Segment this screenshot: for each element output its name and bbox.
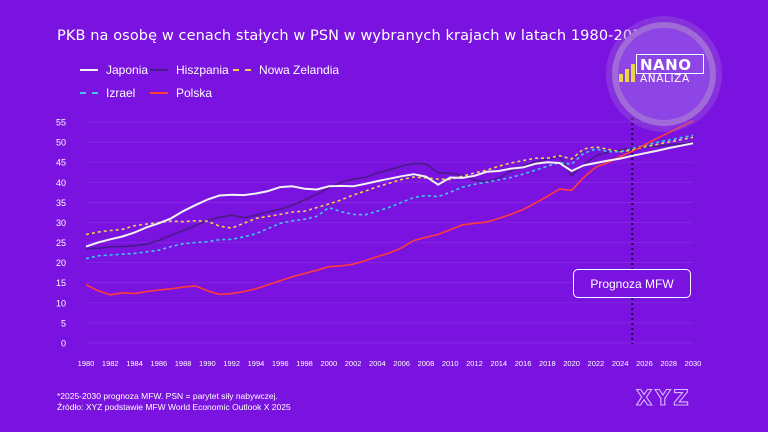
footnote-source: Źródło: XYZ podstawie MFW World Economic… (57, 402, 291, 412)
legend-polska: Polska (150, 86, 212, 100)
x-tick-label: 2018 (539, 359, 556, 368)
legend-label-polska: Polska (176, 86, 213, 100)
legend-swatch-nowa-zelandia (233, 69, 251, 71)
series-line-izrael (85, 134, 694, 260)
y-tick-label: 15 (56, 278, 66, 288)
x-tick-label: 2030 (685, 359, 702, 368)
y-tick-label: 25 (56, 238, 66, 248)
chart-title: PKB na osobę w cenach stałych w PSN w wy… (57, 28, 659, 44)
legend-japonia: Japonia (80, 63, 148, 77)
y-tick-label: 55 (56, 118, 66, 128)
legend-hiszpania: Hiszpania (150, 63, 229, 77)
x-tick-label: 1994 (248, 359, 265, 368)
legend-swatch-japonia (80, 69, 98, 71)
series-line-japonia (85, 142, 694, 248)
series-line-hiszpania (85, 141, 694, 250)
x-tick-label: 2008 (418, 359, 435, 368)
y-tick-label: 35 (56, 198, 66, 208)
x-tick-label: 2012 (466, 359, 483, 368)
x-tick-label: 2014 (490, 359, 507, 368)
x-tick-label: 1984 (126, 359, 143, 368)
x-tick-label: 2002 (345, 359, 362, 368)
y-tick-label: 40 (56, 178, 66, 188)
bar-chart-logo-icon (619, 64, 635, 82)
x-tick-label: 1992 (223, 359, 240, 368)
y-tick-label: 45 (56, 158, 66, 168)
legend-label-nowa-zelandia: Nowa Zelandia (259, 63, 340, 77)
y-tick-label: 10 (56, 298, 66, 308)
x-tick-label: 2000 (320, 359, 337, 368)
y-tick-label: 20 (56, 258, 66, 268)
logo-text-analiza: ANALIZA (640, 73, 690, 85)
series-line-polska (85, 120, 694, 296)
x-tick-label: 2006 (393, 359, 410, 368)
series-line-nowa-zelandia (85, 136, 694, 236)
x-tick-label: 2028 (660, 359, 677, 368)
legend-swatch-hiszpania (150, 69, 168, 71)
legend-label-hiszpania: Hiszpania (176, 63, 229, 77)
y-tick-label: 0 (61, 339, 66, 349)
x-tick-label: 1986 (150, 359, 167, 368)
x-tick-label: 2022 (588, 359, 605, 368)
forecast-label: Prognoza MFW (573, 269, 691, 298)
x-tick-label: 1990 (199, 359, 216, 368)
x-tick-label: 2010 (442, 359, 459, 368)
x-tick-label: 1980 (78, 359, 95, 368)
logo-frame (636, 54, 704, 74)
legend-nowa-zelandia: Nowa Zelandia (233, 63, 339, 77)
y-tick-label: 30 (56, 218, 66, 228)
x-tick-label: 2016 (515, 359, 532, 368)
x-tick-label: 2020 (563, 359, 580, 368)
x-tick-label: 1982 (102, 359, 119, 368)
x-tick-label: 2024 (612, 359, 629, 368)
x-tick-label: 2004 (369, 359, 386, 368)
footnote-definitions: *2025-2030 prognoza MFW. PSN = parytet s… (57, 391, 278, 401)
xyz-brand-logo: XYZ (636, 386, 692, 410)
x-tick-label: 1988 (175, 359, 192, 368)
x-tick-label: 1998 (296, 359, 313, 368)
y-tick-label: 50 (56, 138, 66, 148)
legend-label-japonia: Japonia (106, 63, 149, 77)
y-tick-label: 5 (61, 318, 66, 328)
legend-label-izrael: Izrael (106, 86, 136, 100)
x-tick-label: 1996 (272, 359, 289, 368)
legend-swatch-polska (150, 92, 168, 94)
x-tick-label: 2026 (636, 359, 653, 368)
legend-swatch-izrael (80, 92, 98, 94)
xyz-brand-text: XYZ (636, 386, 692, 410)
legend-izrael: Izrael (80, 86, 135, 100)
logo-text-nano: NANO (640, 56, 692, 74)
